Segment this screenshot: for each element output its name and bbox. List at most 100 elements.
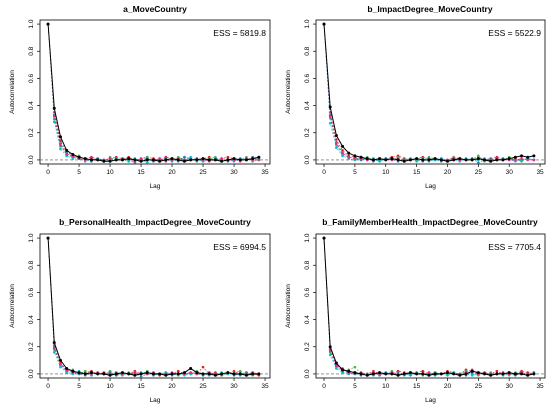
series-line-5 [323, 24, 534, 162]
data-point [96, 158, 100, 162]
data-point [439, 158, 443, 162]
data-point [127, 159, 130, 163]
data-point [513, 372, 517, 376]
data-point [65, 148, 69, 152]
data-point [526, 158, 530, 162]
data-point [158, 157, 161, 160]
x-tick-label: 15 [137, 169, 145, 176]
data-point [371, 372, 375, 376]
data-point [328, 105, 332, 109]
x-axis-label: Lag [150, 183, 161, 190]
data-point [439, 372, 443, 376]
data-point [77, 371, 81, 375]
data-point [108, 159, 112, 163]
x-tick-label: 0 [46, 383, 50, 390]
x-tick-label: 5 [77, 169, 81, 176]
series-line-1 [323, 238, 535, 376]
data-point [483, 372, 487, 376]
y-tick-label: 0.4 [304, 315, 311, 324]
y-tick-label: 0.4 [28, 101, 35, 110]
data-point [322, 22, 326, 26]
data-point [201, 365, 205, 369]
x-tick-label: 20 [444, 383, 452, 390]
data-point [195, 158, 199, 162]
data-point [46, 22, 50, 26]
data-point [170, 157, 174, 161]
chart-title: b_PersonalHealth_ImpactDegree_MoveCountr… [59, 217, 251, 227]
data-point [176, 369, 180, 373]
data-point [59, 365, 62, 369]
data-point [520, 372, 524, 376]
data-point [334, 361, 338, 365]
x-tick-label: 25 [475, 169, 483, 176]
y-tick-label: 0.2 [28, 128, 35, 137]
data-point [158, 159, 162, 163]
data-point [59, 143, 62, 147]
data-point [52, 120, 56, 124]
series-line-2 [323, 238, 534, 375]
data-point [341, 368, 345, 372]
x-axis-label: Lag [425, 183, 436, 190]
x-tick-label: 20 [168, 169, 176, 176]
x-tick-label: 10 [382, 169, 390, 176]
data-point [71, 369, 75, 373]
data-point [421, 158, 425, 162]
data-point [322, 236, 326, 240]
x-axis-label: Lag [425, 397, 436, 404]
x-tick-label: 10 [382, 383, 390, 390]
y-tick-label: 0.2 [304, 128, 311, 137]
data-point [114, 372, 118, 376]
data-point [195, 371, 199, 375]
data-point [145, 158, 149, 162]
data-point [238, 369, 242, 373]
x-tick-label: 10 [106, 383, 114, 390]
plot-frame [315, 233, 546, 379]
data-point [384, 372, 388, 376]
x-tick-label: 15 [137, 383, 145, 390]
data-point [52, 350, 56, 354]
x-tick-label: 30 [230, 383, 238, 390]
data-point [341, 151, 344, 155]
data-point [341, 149, 344, 152]
data-point [384, 158, 388, 162]
series-line-5 [323, 238, 534, 376]
chart-panel-3: b_PersonalHealth_ImpactDegree_MoveCountr… [9, 217, 271, 404]
data-point [58, 358, 62, 362]
data-point [133, 158, 137, 162]
data-point [65, 366, 69, 370]
series-line-2 [47, 238, 259, 376]
data-point [433, 372, 437, 376]
data-point [46, 236, 50, 240]
plot-frame [39, 233, 271, 379]
data-point [328, 349, 332, 353]
data-point [334, 133, 338, 137]
series-line-3 [323, 24, 534, 162]
data-point [251, 157, 255, 161]
data-point [390, 157, 394, 161]
data-point [433, 157, 437, 161]
data-point [52, 341, 56, 345]
data-point [464, 372, 468, 376]
y-tick-label: 0.6 [28, 288, 35, 297]
data-point [347, 155, 351, 159]
data-point [120, 371, 124, 375]
x-axis-label: Lag [150, 397, 161, 404]
data-point [189, 371, 192, 374]
x-tick-label: 25 [199, 383, 207, 390]
data-point [341, 154, 344, 158]
data-point [507, 157, 511, 161]
series-line-1 [323, 24, 535, 162]
y-tick-label: 1.0 [304, 19, 311, 28]
series-line-6 [47, 238, 259, 375]
data-point [359, 155, 363, 159]
chart-title: a_MoveCountry [123, 4, 187, 14]
data-point [415, 372, 419, 376]
y-axis-label: Autocorrelation [9, 284, 16, 328]
data-point [458, 157, 462, 161]
plot-frame [315, 19, 546, 165]
data-point [89, 158, 93, 162]
data-point [83, 369, 87, 373]
ess-annotation: ESS = 7705.4 [488, 242, 541, 252]
series-line-3 [47, 24, 259, 162]
data-point [495, 369, 499, 373]
